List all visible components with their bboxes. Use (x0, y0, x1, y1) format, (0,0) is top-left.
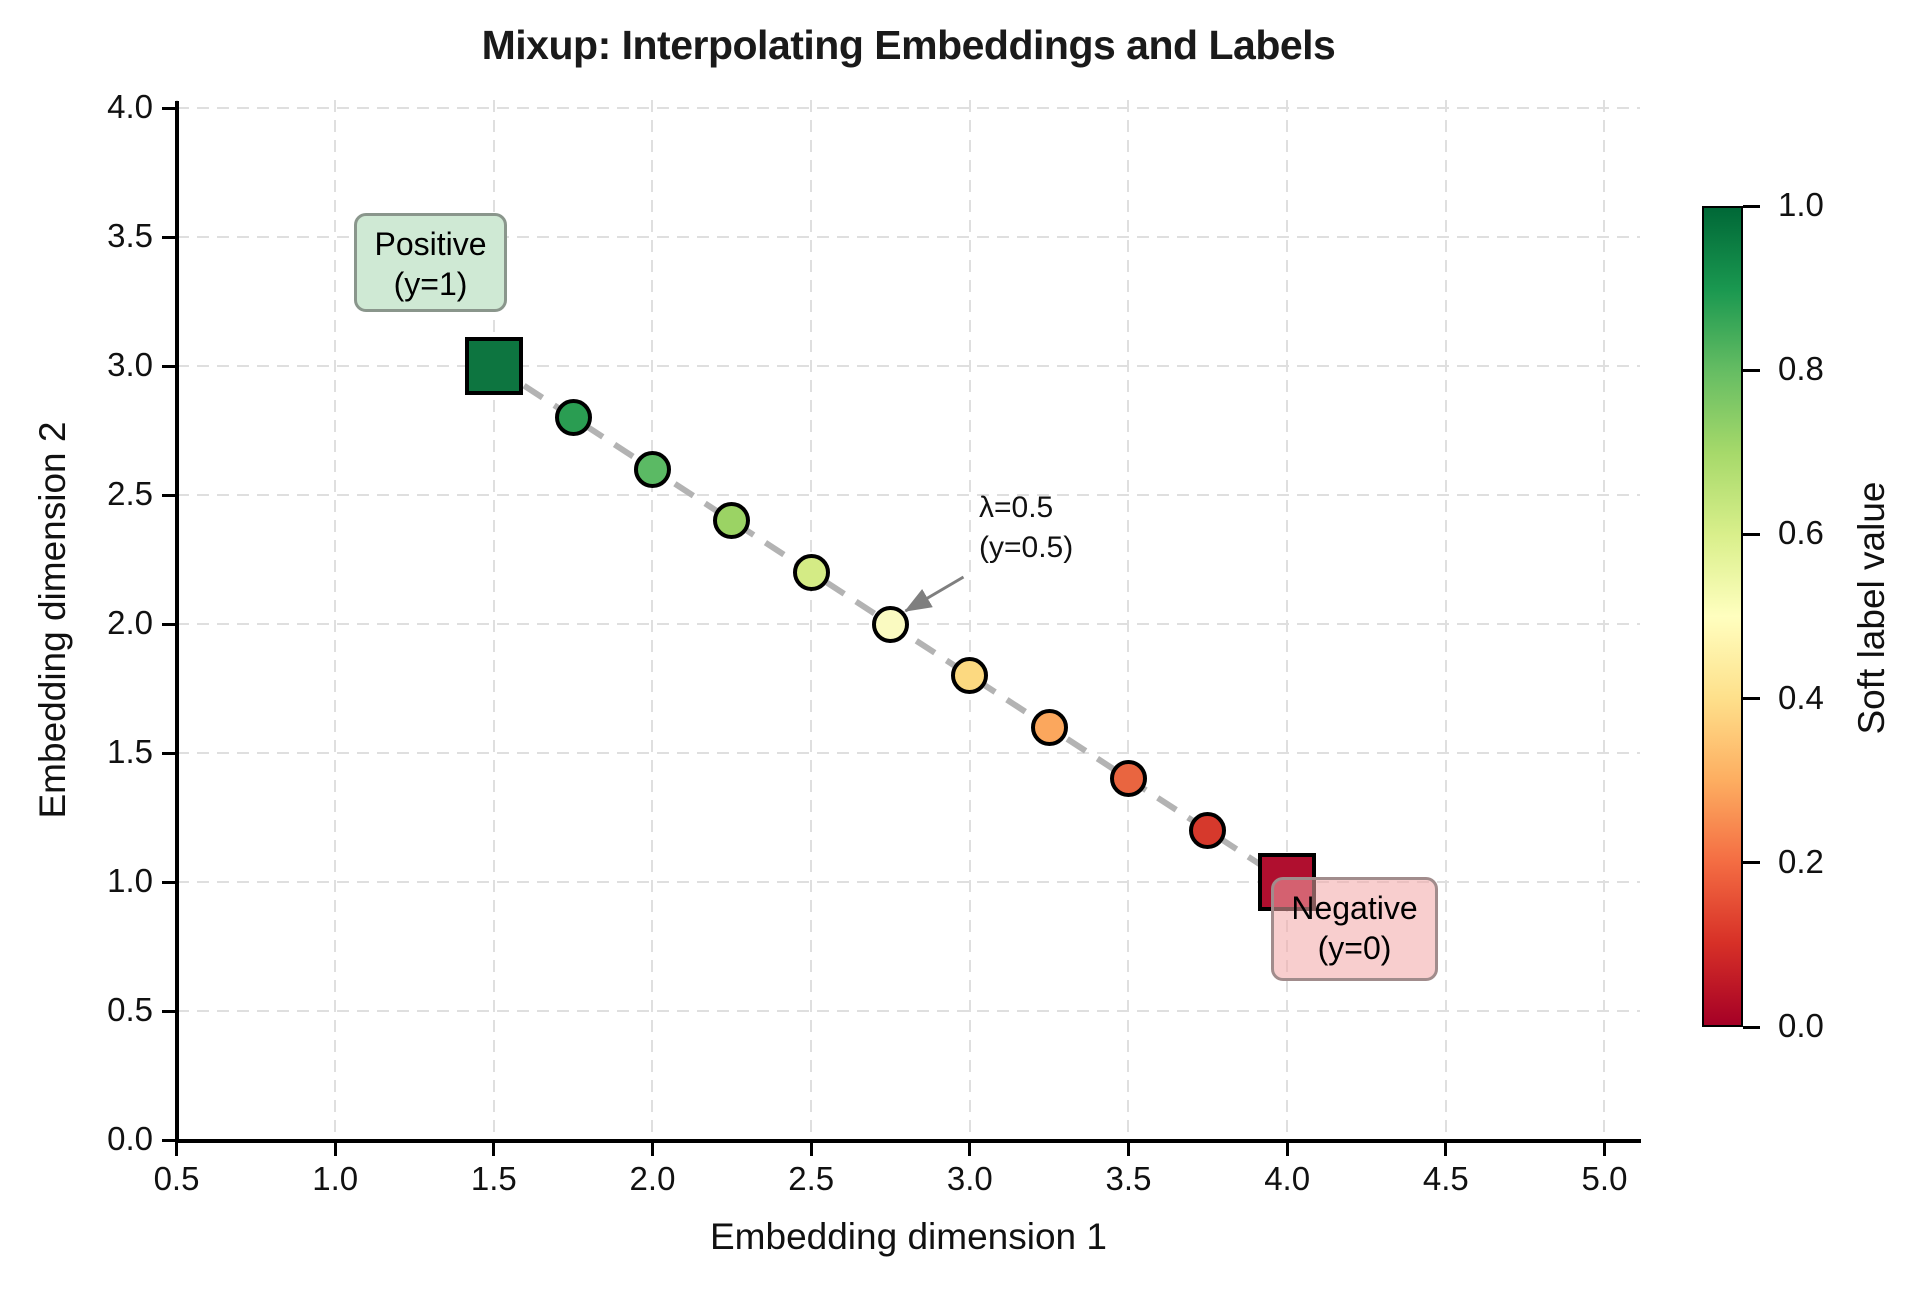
gridline (968, 100, 971, 1140)
x-tick (1285, 1142, 1289, 1156)
x-tick-label: 1.0 (312, 1160, 359, 1197)
y-tick-label: 2.5 (107, 475, 153, 512)
x-tick-label: 3.5 (1105, 1160, 1152, 1197)
colorbar-tick (1743, 368, 1760, 372)
x-tick (1444, 1142, 1448, 1156)
y-tick (162, 751, 176, 755)
y-tick (162, 493, 176, 497)
gridline (177, 1010, 1640, 1012)
negative-label-line2: (y=0) (1317, 930, 1392, 966)
x-tick-label: 4.0 (1264, 1160, 1311, 1197)
lambda-annotation-line2: (y=0.5) (979, 531, 1074, 564)
colorbar-tick (1743, 861, 1760, 865)
y-tick (162, 880, 176, 884)
gridline (334, 100, 337, 1140)
chart-title: Mixup: Interpolating Embeddings and Labe… (481, 22, 1336, 68)
y-axis-label: Embedding dimension 2 (32, 421, 73, 819)
colorbar-tick-label: 0.0 (1778, 1007, 1824, 1044)
mixup-point-marker (1030, 708, 1068, 746)
y-tick-label: 0.0 (107, 1120, 153, 1157)
colorbar-tick (1743, 1025, 1760, 1029)
gridline (177, 107, 1640, 109)
y-axis-spine (175, 101, 179, 1143)
y-tick (162, 106, 176, 110)
colorbar-tick (1743, 532, 1760, 536)
gridline (1127, 100, 1130, 1140)
x-tick-label: 3.0 (946, 1160, 993, 1197)
y-tick-label: 3.5 (107, 217, 153, 254)
gridline (1603, 100, 1606, 1140)
gridline (1444, 100, 1447, 1140)
gridline (177, 236, 1640, 238)
y-tick-label: 4.0 (107, 88, 153, 125)
gridline (177, 494, 1640, 496)
lambda-annotation: λ=0.5 (y=0.5) (979, 488, 1073, 568)
positive-anchor-marker (464, 337, 523, 395)
positive-label-line1: Positive (374, 226, 487, 262)
colorbar-tick-label: 0.6 (1778, 514, 1824, 552)
y-tick (162, 235, 176, 239)
x-tick-label: 0.5 (153, 1160, 200, 1197)
gridline (492, 100, 495, 1140)
x-tick-label: 5.0 (1581, 1160, 1628, 1197)
gridline (1286, 100, 1289, 1140)
x-axis-label: Embedding dimension 1 (710, 1216, 1107, 1257)
x-tick-label: 4.5 (1422, 1160, 1469, 1197)
colorbar-tick-label: 0.4 (1778, 678, 1824, 716)
positive-label-line2: (y=1) (393, 266, 468, 302)
mixup-point-marker (633, 450, 671, 488)
colorbar-gradient (1702, 206, 1743, 1027)
plot-area: Positive (y=1) Negative (y=0) λ=0.5 (y=0… (175, 100, 1640, 1141)
colorbar-tick-label: 0.2 (1778, 842, 1824, 880)
x-tick-label: 1.5 (470, 1160, 517, 1197)
y-tick-label: 0.5 (107, 991, 153, 1028)
y-tick-label: 1.0 (107, 862, 153, 899)
x-tick-label: 2.0 (629, 1160, 676, 1197)
positive-label-box: Positive (y=1) (354, 213, 507, 312)
y-tick-label: 2.0 (107, 604, 153, 641)
y-tick-label: 3.0 (107, 346, 153, 383)
mixup-point-marker (1109, 760, 1147, 798)
mixup-point-marker (792, 553, 830, 591)
x-tick (1602, 1142, 1606, 1156)
y-tick (162, 1009, 176, 1013)
x-tick (175, 1142, 178, 1156)
y-tick (162, 1138, 176, 1142)
mixup-point-marker (554, 399, 592, 437)
mixup-point-marker (713, 502, 751, 540)
x-tick (650, 1142, 654, 1156)
colorbar-label: Soft label value (1851, 481, 1892, 735)
colorbar-tick (1743, 204, 1760, 208)
x-tick-label: 2.5 (788, 1160, 835, 1197)
negative-label-box: Negative (y=0) (1271, 877, 1438, 981)
x-tick (968, 1142, 972, 1156)
mixup-point-marker (951, 657, 989, 695)
colorbar-tick (1743, 697, 1760, 701)
x-tick (1126, 1142, 1130, 1156)
gridline (177, 365, 1640, 367)
y-tick (162, 622, 176, 626)
y-tick (162, 364, 176, 368)
x-tick (492, 1142, 496, 1156)
negative-label-line1: Negative (1291, 890, 1418, 926)
lambda-annotation-line1: λ=0.5 (979, 491, 1054, 524)
gridline (810, 100, 813, 1140)
colorbar-tick-label: 1.0 (1778, 186, 1824, 223)
annotation-arrow-layer (904, 575, 965, 613)
gridline (177, 752, 1640, 754)
x-axis-spine (175, 1139, 1641, 1143)
y-tick-label: 1.5 (107, 733, 153, 770)
gridline (177, 881, 1640, 883)
gridline (651, 100, 654, 1140)
mixup-point-marker (871, 605, 909, 643)
x-tick (333, 1142, 337, 1156)
colorbar-tick-label: 0.8 (1778, 350, 1824, 388)
mixup-point-marker (1189, 811, 1227, 849)
x-tick (809, 1142, 813, 1156)
annotation-arrow (904, 575, 965, 613)
